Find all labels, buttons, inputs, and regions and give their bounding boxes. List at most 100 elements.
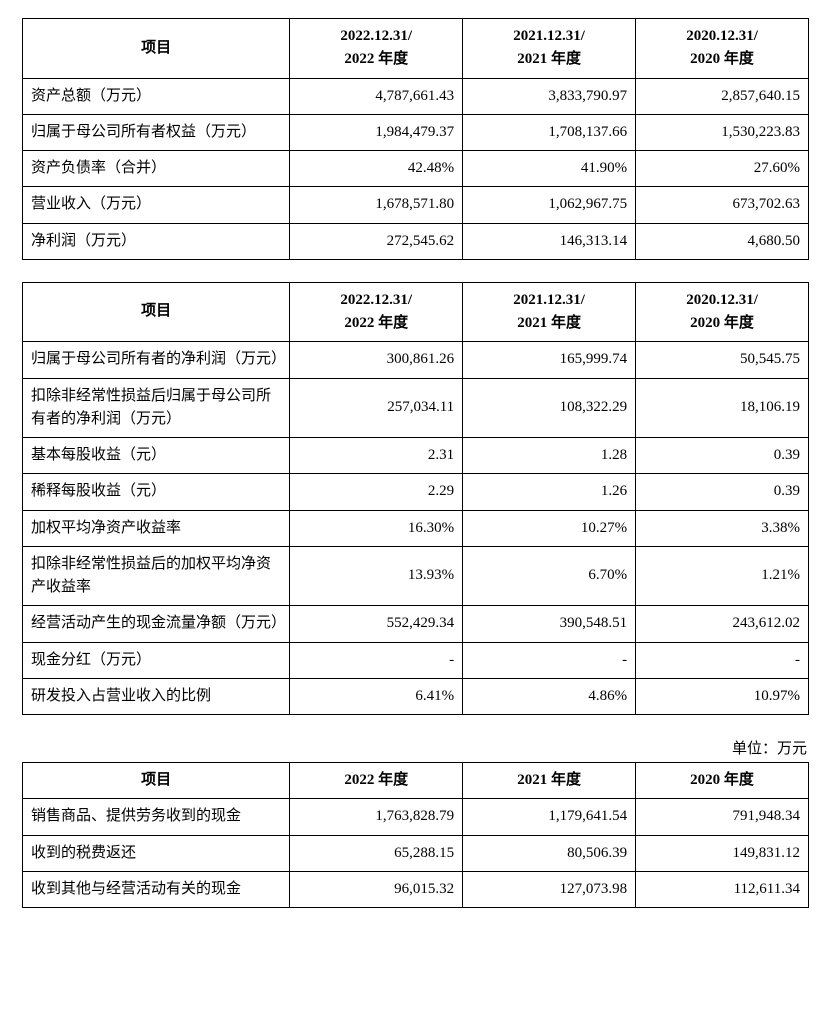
- table-row: 基本每股收益（元）2.311.280.39: [23, 438, 809, 474]
- table-header-row: 项目 2022.12.31/2022 年度 2021.12.31/2021 年度…: [23, 282, 809, 342]
- row-label: 稀释每股收益（元）: [23, 474, 290, 510]
- financial-table-3: 项目 2022 年度 2021 年度 2020 年度 销售商品、提供劳务收到的现…: [22, 762, 809, 908]
- cell-y2022: 552,429.34: [290, 606, 463, 642]
- cell-y2021: 127,073.98: [463, 871, 636, 907]
- cell-y2022: 300,861.26: [290, 342, 463, 378]
- cell-y2020: 18,106.19: [636, 378, 809, 438]
- col-header-item: 项目: [23, 282, 290, 342]
- col-header-2020: 2020.12.31/2020 年度: [636, 282, 809, 342]
- table-row: 资产负债率（合并）42.48%41.90%27.60%: [23, 151, 809, 187]
- cell-y2021: 108,322.29: [463, 378, 636, 438]
- cell-y2020: 2,857,640.15: [636, 78, 809, 114]
- table-row: 营业收入（万元）1,678,571.801,062,967.75673,702.…: [23, 187, 809, 223]
- cell-y2022: -: [290, 642, 463, 678]
- row-label: 营业收入（万元）: [23, 187, 290, 223]
- cell-y2020: 1.21%: [636, 546, 809, 606]
- table-row: 收到的税费返还65,288.1580,506.39149,831.12: [23, 835, 809, 871]
- cell-y2022: 6.41%: [290, 678, 463, 714]
- row-label: 基本每股收益（元）: [23, 438, 290, 474]
- row-label: 资产总额（万元）: [23, 78, 290, 114]
- cell-y2022: 96,015.32: [290, 871, 463, 907]
- col-header-item: 项目: [23, 763, 290, 799]
- row-label: 现金分红（万元）: [23, 642, 290, 678]
- row-label: 收到的税费返还: [23, 835, 290, 871]
- table-body: 归属于母公司所有者的净利润（万元）300,861.26165,999.7450,…: [23, 342, 809, 715]
- cell-y2021: 165,999.74: [463, 342, 636, 378]
- cell-y2022: 257,034.11: [290, 378, 463, 438]
- cell-y2022: 1,984,479.37: [290, 114, 463, 150]
- cell-y2021: 1,179,641.54: [463, 799, 636, 835]
- financial-table-2: 项目 2022.12.31/2022 年度 2021.12.31/2021 年度…: [22, 282, 809, 715]
- cell-y2021: 41.90%: [463, 151, 636, 187]
- table-row: 扣除非经常性损益后归属于母公司所有者的净利润（万元）257,034.11108,…: [23, 378, 809, 438]
- table-row: 加权平均净资产收益率16.30%10.27%3.38%: [23, 510, 809, 546]
- table-row: 归属于母公司所有者的净利润（万元）300,861.26165,999.7450,…: [23, 342, 809, 378]
- row-label: 销售商品、提供劳务收到的现金: [23, 799, 290, 835]
- table-row: 研发投入占营业收入的比例6.41%4.86%10.97%: [23, 678, 809, 714]
- cell-y2021: 80,506.39: [463, 835, 636, 871]
- cell-y2022: 2.31: [290, 438, 463, 474]
- table-body: 资产总额（万元）4,787,661.433,833,790.972,857,64…: [23, 78, 809, 259]
- cell-y2020: 243,612.02: [636, 606, 809, 642]
- cell-y2022: 42.48%: [290, 151, 463, 187]
- cell-y2022: 2.29: [290, 474, 463, 510]
- cell-y2022: 65,288.15: [290, 835, 463, 871]
- row-label: 加权平均净资产收益率: [23, 510, 290, 546]
- row-label: 扣除非经常性损益后的加权平均净资产收益率: [23, 546, 290, 606]
- cell-y2020: -: [636, 642, 809, 678]
- cell-y2020: 27.60%: [636, 151, 809, 187]
- table-row: 经营活动产生的现金流量净额（万元）552,429.34390,548.51243…: [23, 606, 809, 642]
- cell-y2021: 1,062,967.75: [463, 187, 636, 223]
- cell-y2020: 791,948.34: [636, 799, 809, 835]
- col-header-2021: 2021.12.31/2021 年度: [463, 282, 636, 342]
- cell-y2021: 4.86%: [463, 678, 636, 714]
- col-header-2021: 2021 年度: [463, 763, 636, 799]
- cell-y2021: 1.28: [463, 438, 636, 474]
- col-header-2022: 2022.12.31/2022 年度: [290, 19, 463, 79]
- col-header-2022: 2022 年度: [290, 763, 463, 799]
- cell-y2020: 50,545.75: [636, 342, 809, 378]
- table-row: 归属于母公司所有者权益（万元）1,984,479.371,708,137.661…: [23, 114, 809, 150]
- cell-y2021: 1.26: [463, 474, 636, 510]
- row-label: 研发投入占营业收入的比例: [23, 678, 290, 714]
- table-body: 销售商品、提供劳务收到的现金1,763,828.791,179,641.5479…: [23, 799, 809, 908]
- cell-y2021: 146,313.14: [463, 223, 636, 259]
- table-row: 稀释每股收益（元）2.291.260.39: [23, 474, 809, 510]
- cell-y2021: 10.27%: [463, 510, 636, 546]
- cell-y2022: 16.30%: [290, 510, 463, 546]
- cell-y2020: 0.39: [636, 438, 809, 474]
- financial-table-1: 项目 2022.12.31/2022 年度 2021.12.31/2021 年度…: [22, 18, 809, 260]
- cell-y2020: 112,611.34: [636, 871, 809, 907]
- unit-label: 单位：万元: [22, 737, 807, 758]
- col-header-2020: 2020 年度: [636, 763, 809, 799]
- table-row: 扣除非经常性损益后的加权平均净资产收益率13.93%6.70%1.21%: [23, 546, 809, 606]
- cell-y2020: 1,530,223.83: [636, 114, 809, 150]
- table-header-row: 项目 2022 年度 2021 年度 2020 年度: [23, 763, 809, 799]
- cell-y2022: 4,787,661.43: [290, 78, 463, 114]
- cell-y2021: -: [463, 642, 636, 678]
- row-label: 资产负债率（合并）: [23, 151, 290, 187]
- cell-y2021: 6.70%: [463, 546, 636, 606]
- table-row: 现金分红（万元）---: [23, 642, 809, 678]
- cell-y2020: 10.97%: [636, 678, 809, 714]
- row-label: 扣除非经常性损益后归属于母公司所有者的净利润（万元）: [23, 378, 290, 438]
- cell-y2020: 0.39: [636, 474, 809, 510]
- cell-y2022: 272,545.62: [290, 223, 463, 259]
- row-label: 净利润（万元）: [23, 223, 290, 259]
- cell-y2020: 3.38%: [636, 510, 809, 546]
- cell-y2021: 3,833,790.97: [463, 78, 636, 114]
- cell-y2021: 390,548.51: [463, 606, 636, 642]
- col-header-item: 项目: [23, 19, 290, 79]
- cell-y2020: 149,831.12: [636, 835, 809, 871]
- col-header-2020: 2020.12.31/2020 年度: [636, 19, 809, 79]
- row-label: 收到其他与经营活动有关的现金: [23, 871, 290, 907]
- table-row: 收到其他与经营活动有关的现金96,015.32127,073.98112,611…: [23, 871, 809, 907]
- cell-y2022: 1,763,828.79: [290, 799, 463, 835]
- cell-y2020: 4,680.50: [636, 223, 809, 259]
- cell-y2022: 1,678,571.80: [290, 187, 463, 223]
- cell-y2020: 673,702.63: [636, 187, 809, 223]
- table-row: 销售商品、提供劳务收到的现金1,763,828.791,179,641.5479…: [23, 799, 809, 835]
- table-row: 净利润（万元）272,545.62146,313.144,680.50: [23, 223, 809, 259]
- row-label: 经营活动产生的现金流量净额（万元）: [23, 606, 290, 642]
- cell-y2022: 13.93%: [290, 546, 463, 606]
